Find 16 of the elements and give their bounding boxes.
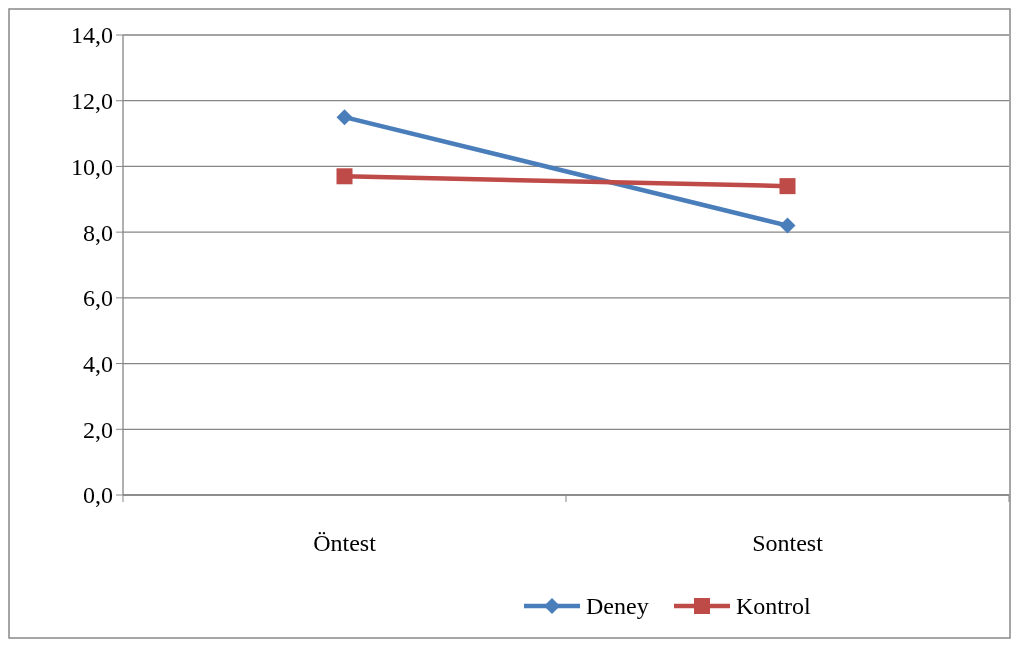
y-tick-label: 10,0 [71,153,113,180]
x-tick-label: Öntest [313,530,377,556]
point [336,109,353,126]
y-tick-label: 6,0 [83,285,113,312]
x-tick-label: Sontest [752,530,824,556]
legend-label: Kontrol [736,593,811,620]
y-tick-label: 12,0 [71,88,113,115]
point [779,178,796,195]
y-tick-label: 0,0 [83,482,113,509]
legend-label: Deney [586,593,649,620]
point [336,168,353,185]
y-tick-label: 14,0 [71,22,113,49]
point [779,217,796,234]
y-tick-label: 4,0 [83,350,113,377]
y-tick-label: 2,0 [83,416,113,443]
y-tick-label: 8,0 [83,219,113,246]
